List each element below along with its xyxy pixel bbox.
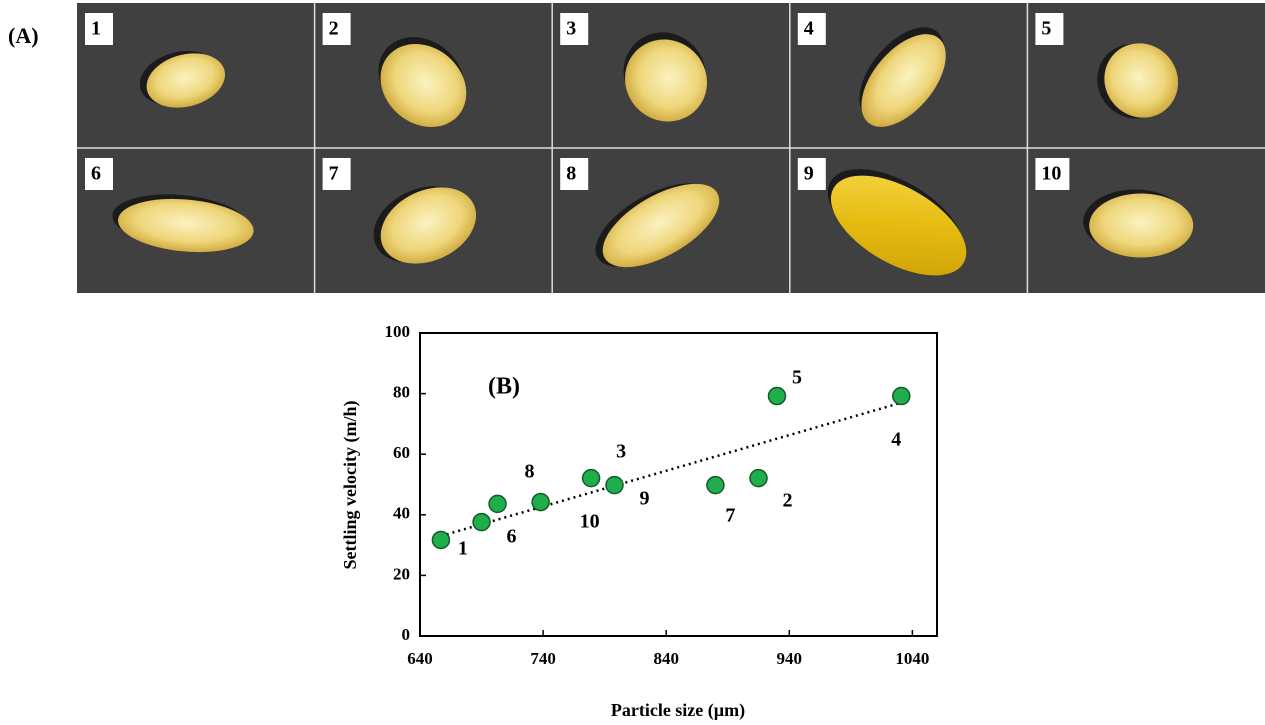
point [606, 477, 623, 494]
point [473, 514, 490, 531]
point [750, 470, 767, 487]
x-tick-label: 740 [530, 649, 556, 668]
x-tick-label: 940 [777, 649, 803, 668]
y-axis-label: Settling velocity (m/h) [340, 401, 361, 570]
image-label: 1 [91, 18, 101, 40]
point [432, 531, 449, 548]
y-tick-label: 60 [393, 443, 410, 462]
particle [1089, 194, 1193, 258]
panel-a-label: (A) [8, 23, 39, 48]
panel-b-label: (B) [488, 374, 520, 400]
photo-grid: 1 2 3 4 5 6 7 8 9 10 [77, 3, 1265, 296]
point [532, 494, 549, 511]
point-label: 2 [783, 490, 793, 512]
image-label: 10 [1041, 163, 1061, 185]
image-label: 6 [91, 163, 101, 185]
image-label: 7 [329, 163, 339, 185]
point [893, 388, 910, 405]
x-tick-label: 840 [653, 649, 679, 668]
image-label: 4 [804, 18, 814, 40]
point-label: 4 [891, 429, 901, 451]
y-tick-label: 80 [393, 383, 410, 402]
y-tick-label: 40 [393, 504, 410, 523]
image-label: 3 [566, 18, 576, 40]
point [707, 477, 724, 494]
point [768, 388, 785, 405]
y-tick-label: 100 [385, 322, 411, 341]
point-label: 10 [580, 511, 600, 533]
image-label: 8 [566, 163, 576, 185]
point-label: 1 [458, 538, 468, 560]
trendline [441, 403, 901, 536]
point-label: 5 [792, 367, 802, 389]
point-label: 9 [639, 488, 649, 510]
point [489, 495, 506, 512]
image-label: 2 [329, 18, 339, 40]
point [583, 470, 600, 487]
y-tick-label: 20 [393, 564, 410, 583]
image-label: 9 [804, 163, 814, 185]
point-label: 6 [507, 526, 517, 548]
x-tick-label: 1040 [895, 649, 929, 668]
point-label: 7 [725, 505, 735, 527]
image-label: 5 [1041, 18, 1051, 40]
point-label: 8 [525, 460, 535, 482]
x-axis-label: Particle size (µm) [611, 700, 745, 721]
point-label: 3 [616, 441, 626, 463]
x-tick-label: 640 [407, 649, 433, 668]
y-tick-label: 0 [402, 625, 411, 644]
figure: (A) 12345678910 (B) Particle size (µm) S… [0, 0, 1265, 725]
